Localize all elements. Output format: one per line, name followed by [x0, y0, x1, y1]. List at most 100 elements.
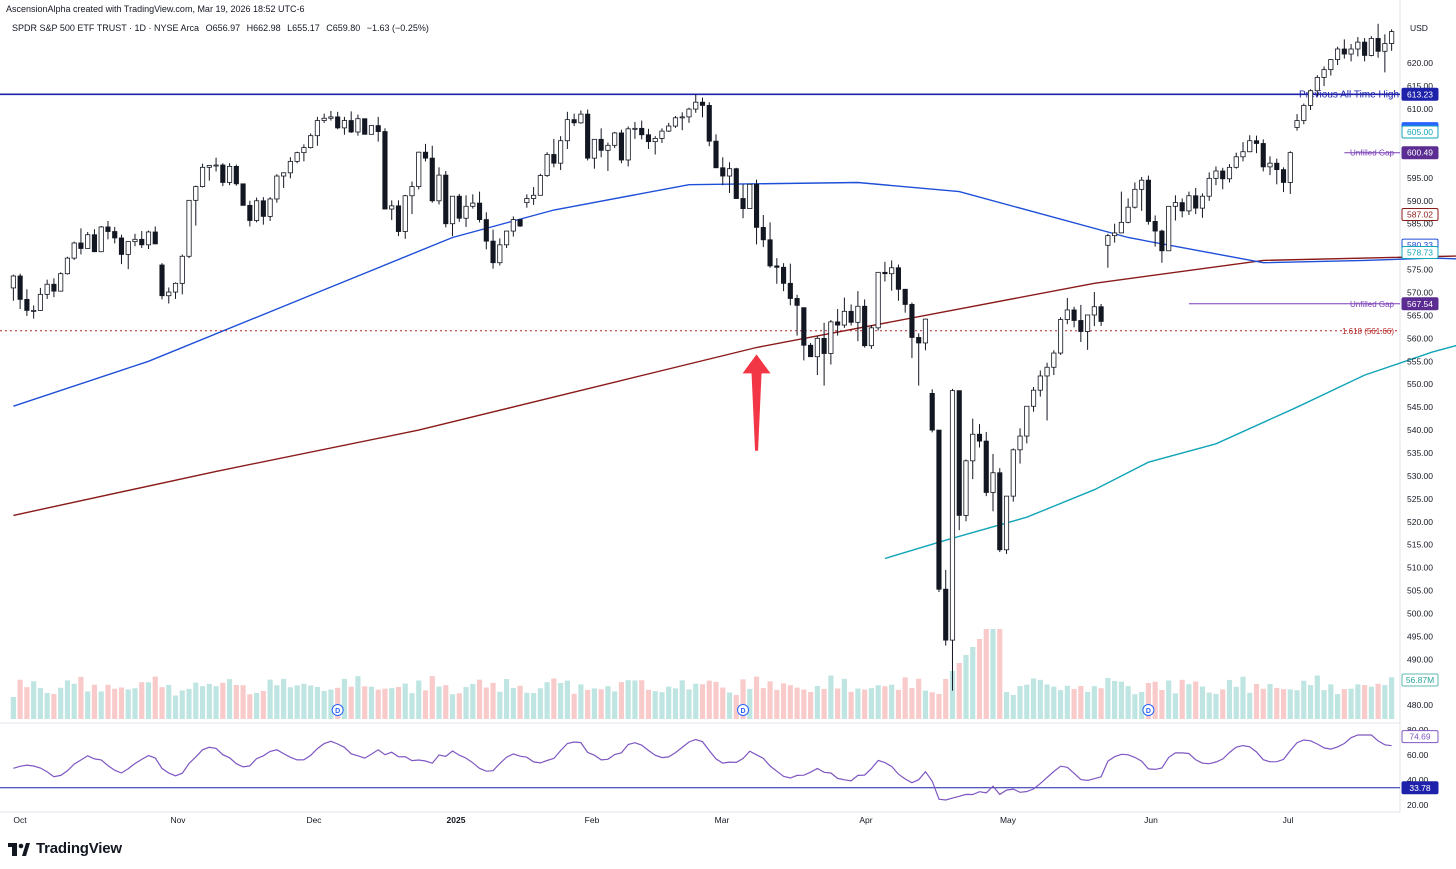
volume-bar [963, 655, 969, 719]
price-badge-label: 587.02 [1407, 209, 1433, 219]
candle-body [916, 337, 922, 344]
tradingview-brand[interactable]: TradingView [8, 840, 122, 857]
price-badge-label: 605.00 [1407, 127, 1433, 137]
volume-bar [558, 682, 564, 719]
rsi-tick-label: 60.00 [1407, 750, 1429, 760]
rsi-pane [0, 734, 1400, 801]
candle-body [199, 166, 206, 187]
candle-body [247, 204, 253, 221]
volume-bar [206, 683, 212, 719]
volume-bar [747, 688, 753, 719]
volume-bar [416, 680, 422, 719]
volume-bar [1186, 684, 1192, 719]
candle-body [1024, 405, 1030, 437]
candle-body [558, 140, 564, 164]
candle-body [449, 195, 456, 225]
candle-body [159, 264, 165, 297]
price-tick-label: 615.00 [1407, 81, 1433, 91]
candle-body [497, 244, 503, 264]
volume-bar [1314, 675, 1320, 719]
candle-body [429, 157, 435, 202]
volume-bar [659, 692, 665, 719]
time-tick-label: Oct [13, 815, 27, 825]
volume-bar [1152, 681, 1158, 719]
candle-body [85, 234, 91, 249]
candle-body [571, 119, 577, 124]
candle-body [64, 257, 70, 275]
volume-bar [787, 685, 793, 719]
volume-bar [862, 689, 868, 719]
candle-body [118, 237, 125, 255]
volume-bar [1010, 694, 1016, 719]
volume-bar [1341, 689, 1347, 719]
candle-body [1348, 48, 1354, 55]
volume-bar [105, 684, 111, 719]
candle-body [672, 117, 679, 127]
candle-body [301, 147, 307, 154]
candle-body [1030, 389, 1037, 407]
price-tick-label: 510.00 [1407, 563, 1433, 573]
candle-body [463, 205, 469, 219]
volume-bar [395, 687, 402, 719]
price-axis[interactable]: 480.00485.00490.00495.00500.00505.00510.… [1401, 23, 1439, 810]
volume-bar [348, 686, 354, 719]
volume-bar [281, 678, 287, 719]
candle-body [314, 120, 320, 137]
candle-body [706, 105, 712, 142]
candle-body [443, 174, 449, 225]
volume-bar [132, 688, 138, 719]
grid [0, 0, 1401, 813]
candle-body [321, 117, 327, 121]
candle-body [91, 234, 98, 253]
volume-bar [956, 663, 962, 719]
candle-body [490, 240, 496, 264]
volume-bar [544, 682, 550, 719]
volume-bar [1058, 690, 1064, 719]
price-badge [1401, 146, 1439, 160]
price-badge [1401, 87, 1439, 101]
volume-bar [118, 687, 125, 719]
time-tick-label: Mar [715, 815, 730, 825]
volume-bar [139, 682, 145, 719]
volume-bar [193, 682, 199, 719]
volume-bar [375, 689, 381, 719]
price-tick-label: 520.00 [1407, 517, 1433, 527]
candle-body [679, 116, 685, 119]
volume-bar [402, 683, 408, 719]
candle-body [1085, 314, 1091, 332]
candle-body [936, 429, 942, 590]
moving-average-line [13, 255, 1456, 517]
volume-bar [1274, 687, 1280, 719]
volume-bar [1098, 688, 1104, 719]
volume-bar [1105, 677, 1111, 719]
volume-bar [1145, 683, 1151, 719]
candle-body [1260, 143, 1266, 168]
candle-body [1193, 195, 1199, 209]
volume-bar [17, 679, 23, 719]
time-axis[interactable]: Oct Nov Dec 2025 Feb Mar Apr May Jun Jul [13, 815, 1293, 825]
volume-bar [726, 692, 733, 719]
symbol-label[interactable]: SPDR S&P 500 ETF TRUST · 1D · NYSE Arca [12, 23, 200, 33]
volume-bar [1112, 680, 1118, 719]
price-tick-label: 565.00 [1407, 310, 1433, 320]
volume-bar [125, 689, 131, 719]
time-tick-label: Jun [1144, 815, 1158, 825]
candle-body [1368, 38, 1374, 56]
volume-bar [463, 687, 469, 719]
candle-body [382, 131, 388, 210]
candle-body [308, 135, 314, 149]
candle-body [666, 125, 672, 132]
rsi-tick-label: 20.00 [1407, 800, 1429, 810]
volume-bar [1024, 684, 1030, 719]
volume-bar [1132, 694, 1138, 719]
volume-bar [1233, 686, 1239, 719]
candle-body [909, 304, 915, 338]
candle-body [963, 460, 969, 516]
candle-body [753, 183, 760, 228]
candle-body [1152, 221, 1158, 232]
moving-average-line [884, 344, 1456, 560]
candle-body [895, 267, 901, 290]
volume-badge-label: 56.87M [1406, 675, 1434, 685]
volume-bar [1267, 684, 1273, 719]
